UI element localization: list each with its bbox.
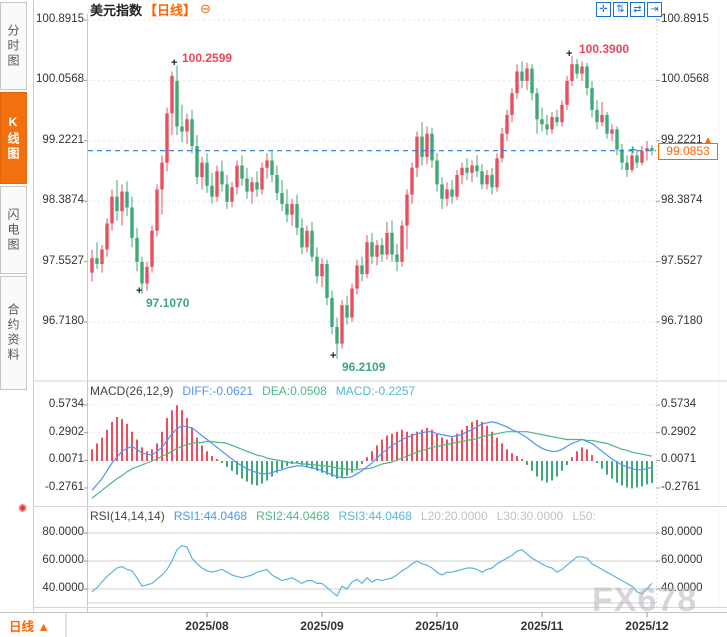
go-to-latest-icon[interactable]: ⇥ — [647, 2, 662, 17]
sidebar-tab-label: 分时图 — [6, 23, 20, 69]
rsi2-value: RSI2:44.0468 — [256, 509, 330, 523]
price-axis-label: 100.8915 — [661, 13, 709, 25]
price-axis-label: 99.2221 — [42, 134, 84, 146]
sidebar-tab-label: K线图 — [6, 114, 20, 162]
high-marker: + — [566, 48, 573, 60]
rsi-axis-label: 60.0000 — [661, 554, 703, 566]
low-annotation: 97.1070 — [146, 296, 190, 310]
rsi-axis-label: 80.0000 — [661, 526, 703, 538]
macd-axis-label: 0.2902 — [661, 426, 697, 438]
crosshair-icon[interactable]: ✛ — [596, 2, 611, 17]
period-title: 【日线】 — [144, 2, 197, 18]
price-axis-label: 96.7180 — [42, 315, 84, 327]
x-axis-date-label: 2025/12 — [625, 619, 669, 633]
price-axis-label: 97.5527 — [661, 255, 703, 267]
sidebar-tab-time-chart[interactable]: 分时图 — [0, 2, 27, 90]
symbol-title: 美元指数 — [90, 2, 143, 18]
macd-diff-value: DIFF:-0.0621 — [182, 384, 254, 398]
macd-axis-label: 0.5734 — [48, 398, 84, 410]
rsi-l30-value: L30:30.0000 — [496, 509, 564, 523]
price-axis-label: 98.3874 — [661, 194, 703, 206]
macd-name: MACD(26,12,9) — [90, 384, 174, 398]
rsi-header: RSI(14,14,14) RSI1:44.0468 RSI2:44.0468 … — [90, 509, 596, 523]
macd-macd-value: MACD:-0.2257 — [335, 384, 416, 398]
price-up-arrow-icon: ▲ — [703, 135, 713, 146]
fx678-watermark: FX678 — [592, 581, 698, 619]
rsi-axis-label: 40.0000 — [42, 582, 84, 594]
x-axis-date-label: 2025/09 — [300, 619, 344, 633]
period-selector[interactable]: 日线 ▲ — [9, 620, 50, 634]
current-price-tag: 99.0853 — [658, 143, 718, 160]
macd-dea-value: DEA:0.0508 — [262, 384, 327, 398]
price-axis-label: 96.7180 — [661, 315, 703, 327]
macd-axis-label: 0.0071 — [48, 453, 84, 465]
rsi-l20-value: L20:20.0000 — [420, 509, 488, 523]
sidebar-tab-candlestick-chart[interactable]: K线图 — [0, 92, 27, 184]
macd-axis-label: 0.0071 — [661, 453, 697, 465]
rsi-name: RSI(14,14,14) — [90, 509, 165, 523]
macd-axis-label: -0.2761 — [661, 481, 701, 493]
latest-price-marker: + — [629, 142, 637, 157]
rsi-l50-value: L50: — [572, 509, 596, 523]
live-indicator-icon: ✺ — [18, 503, 28, 515]
sidebar-tab-label: 合约资料 — [6, 303, 20, 363]
x-axis-scale-icon[interactable]: ⇄ — [630, 2, 645, 17]
price-axis-label: 97.5527 — [42, 255, 84, 267]
rsi3-value: RSI3:44.0468 — [338, 509, 412, 523]
sidebar-tab-contract-info[interactable]: 合约资料 — [0, 276, 27, 390]
macd-axis-label: 0.2902 — [48, 426, 84, 438]
low-marker: + — [136, 285, 143, 297]
x-axis-date-label: 2025/08 — [185, 619, 229, 633]
y-axis-scale-icon[interactable]: ⇅ — [613, 2, 628, 17]
chart-toolbar: ✛ ⇅ ⇄ ⇥ — [596, 2, 662, 17]
price-axis-label: 100.8915 — [36, 13, 84, 25]
macd-axis-label: 0.5734 — [661, 398, 697, 410]
macd-axis-label: -0.2761 — [44, 481, 84, 493]
high-annotation: 100.3900 — [579, 42, 630, 56]
macd-header: MACD(26,12,9) DIFF:-0.0621 DEA:0.0508 MA… — [90, 384, 415, 398]
sidebar: 分时图 K线图 闪电图 合约资料 — [0, 0, 34, 612]
high-annotation: 100.2599 — [182, 51, 233, 65]
high-marker: + — [171, 57, 178, 69]
low-marker: + — [330, 350, 337, 362]
titlebar: 美元指数 【日线】 ⊖ — [90, 1, 211, 18]
rsi-axis-label: 40.0000 — [661, 582, 703, 594]
price-axis-label: 100.0568 — [36, 73, 84, 85]
collapse-icon[interactable]: ⊖ — [200, 1, 211, 16]
low-annotation: 96.2109 — [342, 360, 386, 374]
price-axis-label: 98.3874 — [42, 194, 84, 206]
rsi-axis-label: 60.0000 — [42, 554, 84, 566]
rsi-axis-label: 80.0000 — [42, 526, 84, 538]
x-axis-date-label: 2025/10 — [415, 619, 459, 633]
sidebar-tab-label: 闪电图 — [6, 207, 20, 253]
rsi1-value: RSI1:44.0468 — [173, 509, 248, 523]
price-axis-label: 100.0568 — [661, 73, 709, 85]
sidebar-tab-lightning-chart[interactable]: 闪电图 — [0, 186, 27, 274]
x-axis-date-label: 2025/11 — [520, 619, 564, 633]
